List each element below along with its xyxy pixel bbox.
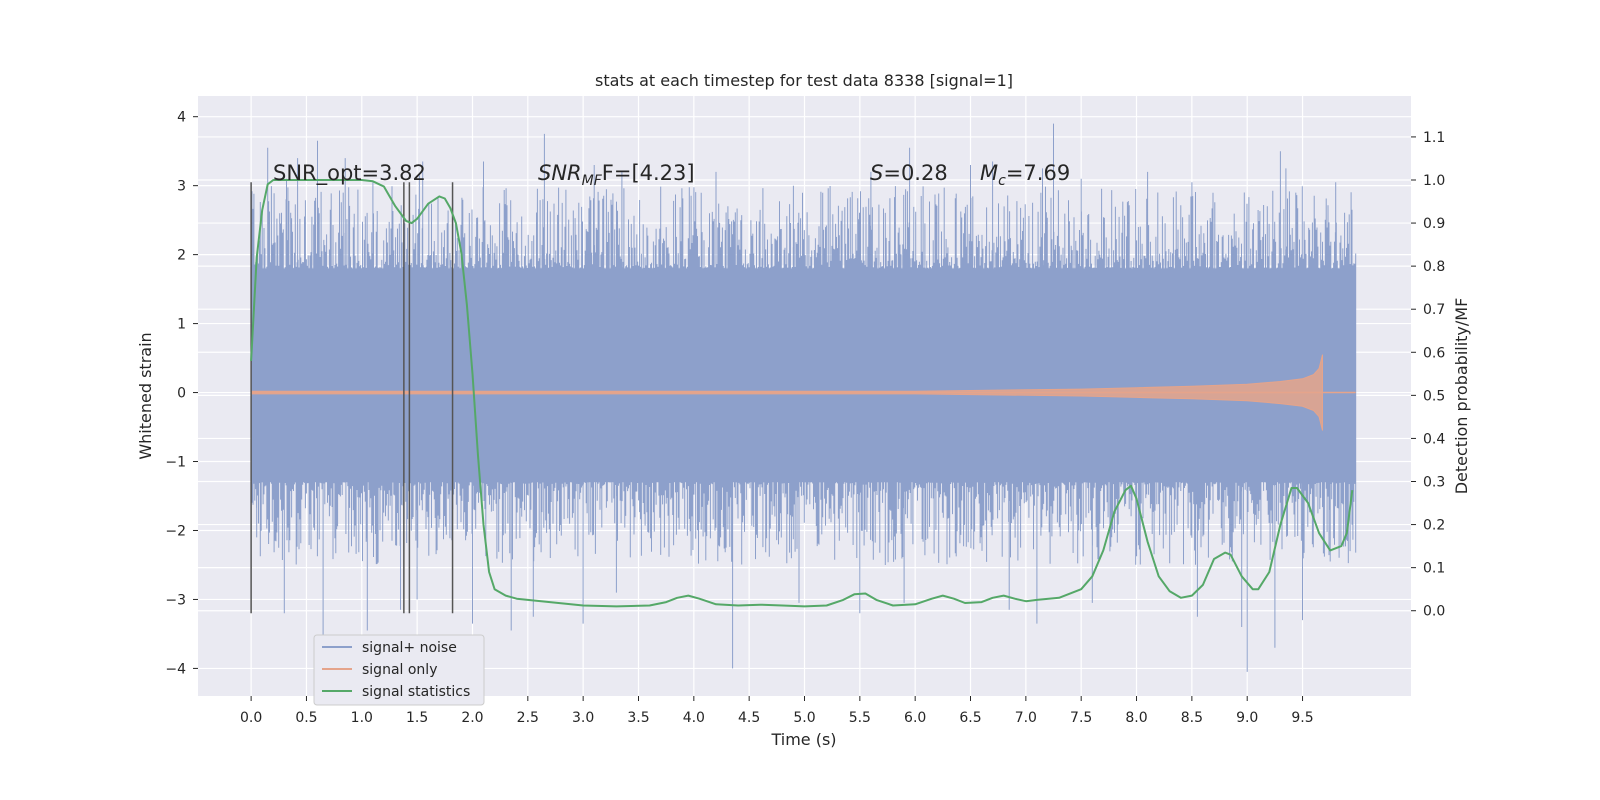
y-right-tick-label: 0.6 xyxy=(1423,345,1445,361)
x-tick-label: 3.5 xyxy=(627,710,649,726)
x-tick-label: 5.0 xyxy=(793,710,815,726)
y-right-tick-label: 0.5 xyxy=(1423,388,1445,404)
mc-value: =7.69 xyxy=(1006,161,1070,185)
legend: signal+ noise signal only signal statist… xyxy=(313,634,485,706)
snr-opt-annotation: SNR_opt=3.82 xyxy=(273,161,426,186)
chart-title: stats at each timestep for test data 833… xyxy=(595,71,1013,90)
y-right-tick-label: 0.2 xyxy=(1423,518,1445,534)
snr-mf-subscript: MF xyxy=(582,173,603,189)
x-tick-label: 4.5 xyxy=(738,710,760,726)
legend-label-signal-plus-noise: signal+ noise xyxy=(362,640,457,656)
y-right-tick-label: 1.1 xyxy=(1423,130,1445,146)
y-right-axis-ticks: 0.0 0.1 0.2 0.3 0.4 0.5 0.6 0.7 0.8 0.9 1.0 1.1 xyxy=(1411,130,1445,620)
x-tick-label: 2.5 xyxy=(517,710,539,726)
y-right-tick-label: 0.7 xyxy=(1423,302,1445,318)
x-tick-label: 9.5 xyxy=(1291,710,1313,726)
x-tick-label: 7.0 xyxy=(1015,710,1037,726)
signal-only-series xyxy=(250,354,1356,431)
vertical-marker-lines xyxy=(250,182,454,614)
y-right-tick-label: 0.0 xyxy=(1423,604,1445,620)
mc-label: M xyxy=(980,161,998,185)
x-tick-label: 5.5 xyxy=(849,710,871,726)
x-tick-label: 1.5 xyxy=(406,710,428,726)
y-left-tick-label: −3 xyxy=(165,592,186,608)
legend-box xyxy=(313,634,485,706)
s-annotation: S=0.28 xyxy=(870,161,948,185)
snr-mf-annotation: SNRMFF=[4.23] xyxy=(538,161,695,189)
x-tick-label: 6.5 xyxy=(959,710,981,726)
x-tick-label: 9.0 xyxy=(1236,710,1258,726)
signal-statistics-series xyxy=(250,179,1354,608)
s-value: =0.28 xyxy=(883,161,947,185)
y-right-tick-label: 0.4 xyxy=(1423,431,1445,447)
snr-mf-value: F=[4.23] xyxy=(602,161,695,185)
x-axis-ticks: 0.0 0.5 1.0 1.5 2.0 2.5 3.0 3.5 4.0 4.5 5.0 5.5 6.0 6… xyxy=(240,696,1314,726)
y-right-axis-label: Detection probability/MF xyxy=(1452,298,1471,495)
y-right-tick-label: 0.1 xyxy=(1423,561,1445,577)
y-left-tick-label: 4 xyxy=(177,110,186,126)
y-left-tick-label: 1 xyxy=(177,317,186,333)
y-right-tick-label: 0.3 xyxy=(1423,474,1445,490)
x-tick-label: 2.0 xyxy=(461,710,483,726)
y-left-tick-label: 2 xyxy=(177,248,186,264)
x-tick-label: 7.5 xyxy=(1070,710,1092,726)
y-right-tick-label: 1.0 xyxy=(1423,173,1445,189)
x-tick-label: 6.0 xyxy=(904,710,926,726)
signal-statistics-line xyxy=(250,179,1354,608)
y-left-tick-label: −1 xyxy=(165,455,186,471)
x-tick-label: 8.0 xyxy=(1125,710,1147,726)
x-tick-label: 0.5 xyxy=(295,710,317,726)
x-tick-label: 3.0 xyxy=(572,710,594,726)
x-tick-label: 8.5 xyxy=(1181,710,1203,726)
x-tick-label: 0.0 xyxy=(240,710,262,726)
x-axis-label: Time (s) xyxy=(770,730,836,749)
y-left-tick-label: 0 xyxy=(177,386,186,402)
y-left-tick-label: 3 xyxy=(177,179,186,195)
y-right-tick-label: 0.8 xyxy=(1423,259,1445,275)
legend-label-signal-statistics: signal statistics xyxy=(362,684,470,700)
x-tick-label: 1.0 xyxy=(351,710,373,726)
s-label: S xyxy=(870,161,883,185)
mc-annotation: Mc=7.69 xyxy=(980,161,1070,189)
y-left-tick-label: −2 xyxy=(165,523,186,539)
y-left-axis-ticks: −4 −3 −2 −1 0 1 2 3 4 xyxy=(165,110,198,677)
x-tick-label: 4.0 xyxy=(683,710,705,726)
legend-label-signal-only: signal only xyxy=(362,662,437,678)
y-left-tick-label: −4 xyxy=(165,661,186,677)
y-right-tick-label: 0.9 xyxy=(1423,216,1445,232)
y-left-axis-label: Whitened strain xyxy=(136,332,155,459)
snr-mf-label: SNR xyxy=(538,161,582,185)
mc-subscript: c xyxy=(998,173,1006,189)
